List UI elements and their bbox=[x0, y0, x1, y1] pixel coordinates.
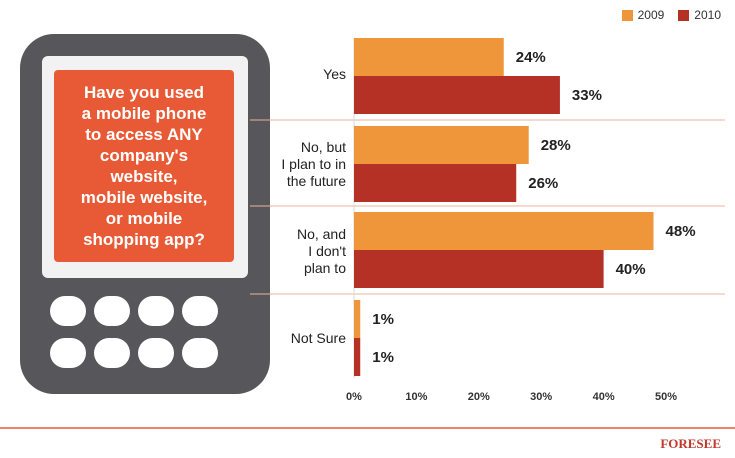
category-label-plan: No, but I plan to in the future bbox=[281, 139, 346, 189]
value-label-2010-cat-3: 1% bbox=[372, 349, 394, 366]
chart-legend: 2009 2010 bbox=[621, 8, 721, 22]
x-tick-label: 20% bbox=[468, 391, 490, 403]
keypad-key bbox=[94, 296, 130, 326]
chart-bars bbox=[354, 38, 654, 376]
legend-swatch-2010 bbox=[678, 9, 690, 21]
keypad-key bbox=[138, 338, 174, 368]
x-tick-label: 0% bbox=[346, 391, 362, 403]
legend-item-2010: 2010 bbox=[678, 8, 721, 22]
bar-2010-cat-2 bbox=[354, 250, 604, 288]
x-tick-label: 40% bbox=[593, 391, 615, 403]
value-label-2009-cat-1: 28% bbox=[541, 137, 571, 154]
legend-label-2009: 2009 bbox=[637, 8, 665, 22]
keypad-key bbox=[50, 296, 86, 326]
value-label-2009-cat-3: 1% bbox=[372, 311, 394, 328]
keypad-key bbox=[138, 296, 174, 326]
value-label-2009-cat-2: 48% bbox=[666, 223, 696, 240]
bar-2009-cat-1 bbox=[354, 126, 529, 164]
x-tick-label: 10% bbox=[405, 391, 427, 403]
foresee-logo: FORESEE bbox=[660, 436, 721, 451]
chart-separators bbox=[0, 38, 735, 429]
value-label-2009-cat-0: 24% bbox=[516, 49, 546, 66]
bar-2010-cat-0 bbox=[354, 76, 560, 114]
bar-2009-cat-0 bbox=[354, 38, 504, 76]
bar-2010-cat-3 bbox=[354, 338, 361, 376]
keypad-key bbox=[182, 296, 218, 326]
chart-value-labels: 24% 33% 28% 26% 48% 40% 1% 1% bbox=[372, 49, 695, 366]
question-box bbox=[54, 70, 234, 262]
phone-keypad bbox=[50, 296, 218, 368]
legend-swatch-2009 bbox=[621, 9, 633, 21]
bar-2010-cat-1 bbox=[354, 164, 517, 202]
value-label-2010-cat-1: 26% bbox=[528, 175, 558, 192]
keypad-key bbox=[182, 338, 218, 368]
bar-2009-cat-3 bbox=[354, 300, 361, 338]
keypad-key bbox=[50, 338, 86, 368]
chart-x-ticks: 0% 10% 20% 30% 40% 50% bbox=[346, 391, 677, 403]
value-label-2010-cat-0: 33% bbox=[572, 87, 602, 104]
value-label-2010-cat-2: 40% bbox=[616, 261, 646, 278]
legend-item-2009: 2009 bbox=[621, 8, 665, 22]
x-tick-label: 30% bbox=[530, 391, 552, 403]
category-label-not-sure: Not Sure bbox=[290, 330, 346, 346]
survey-question: Have you used a mobile phone to access A… bbox=[80, 83, 208, 249]
x-tick-label: 50% bbox=[655, 391, 677, 403]
category-label-no-plan: No, and I don't plan to bbox=[296, 226, 346, 276]
legend-label-2010: 2010 bbox=[694, 8, 721, 22]
bar-2009-cat-2 bbox=[354, 212, 654, 250]
category-label-yes: Yes bbox=[323, 66, 346, 82]
keypad-key bbox=[94, 338, 130, 368]
